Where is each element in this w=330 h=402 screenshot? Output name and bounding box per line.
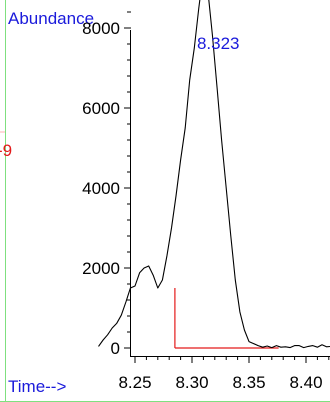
axis-tick-labels: 0 2000 4000 6000 8000 8.25 8.30 8.35 8.40: [82, 19, 322, 392]
y-tick-label: 8000: [82, 19, 120, 38]
y-tick-label: 2000: [82, 259, 120, 278]
x-tick-label: 8.30: [175, 373, 208, 392]
y-tick-label: 6000: [82, 99, 120, 118]
x-axis-label: Time-->: [8, 377, 66, 396]
x-tick-label: 8.35: [232, 373, 265, 392]
y-tick-label: 0: [111, 339, 120, 358]
trace-group: [98, 0, 330, 349]
margin-glyph: -9: [0, 141, 12, 160]
axis-ticks: [124, 11, 330, 363]
peak-label: 8.323: [197, 34, 240, 53]
y-tick-label: 4000: [82, 179, 120, 198]
y-axis-label: Abundance: [8, 9, 94, 28]
integration-baseline: [174, 288, 279, 349]
x-tick-label: 8.25: [118, 373, 151, 392]
x-tick-label: 8.40: [289, 373, 322, 392]
signal-trace: [98, 0, 330, 349]
